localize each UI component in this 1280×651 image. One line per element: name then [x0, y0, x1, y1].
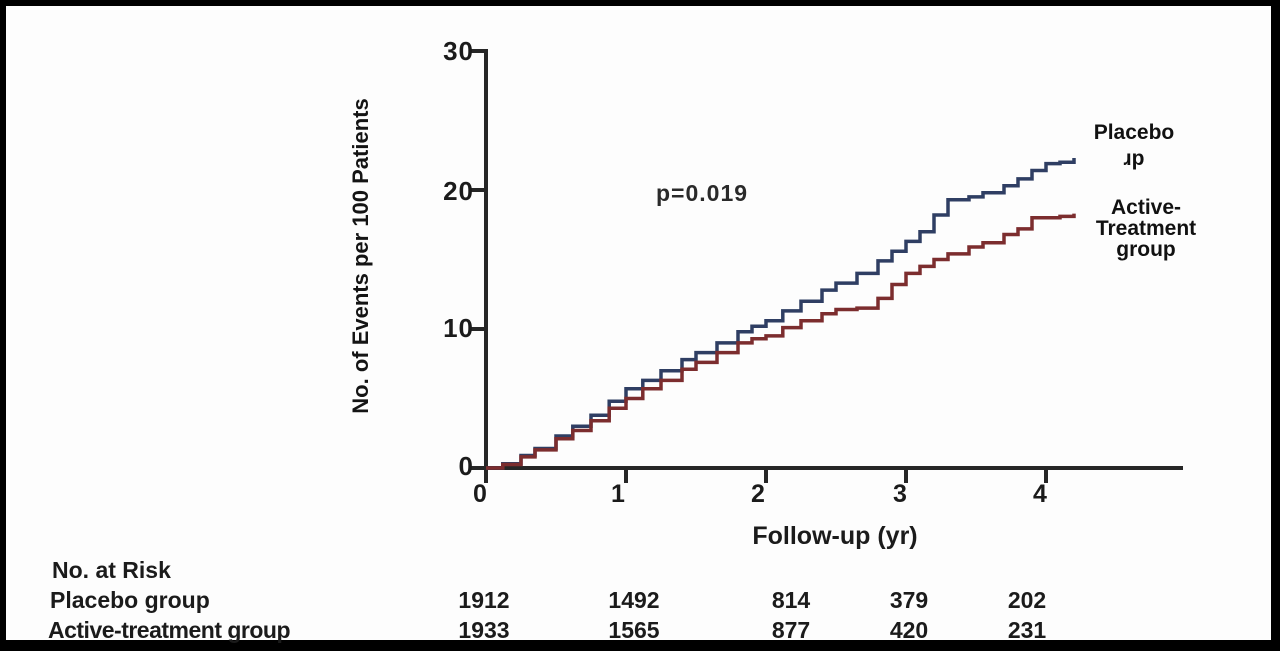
risk-cell: 420: [889, 617, 929, 643]
risk-cell: 379: [889, 587, 929, 613]
risk-table-header: No. at Risk: [52, 557, 171, 583]
y-tick-label-20: 20: [443, 176, 474, 206]
risk-cell: 1565: [608, 617, 660, 643]
placebo-curve: [486, 158, 1076, 470]
legend-active-treatment-group: Active- Treatment group: [1064, 197, 1228, 260]
risk-row-label-active: Active-treatment group: [48, 617, 291, 643]
x-tick-label-1: 1: [611, 480, 625, 508]
legend-placebo-group: Placebo ɹp: [1064, 120, 1204, 172]
risk-cell: 1933: [458, 617, 510, 643]
active-treatment-curve: [486, 213, 1076, 470]
legend-placebo-line2: ɹp: [1123, 147, 1145, 170]
p-value-annotation: p=0.019: [656, 180, 749, 206]
risk-cell: 877: [771, 617, 811, 643]
legend-active-line3: group: [1116, 238, 1176, 261]
risk-cell: 1912: [458, 587, 510, 613]
x-tick-label-3: 3: [893, 480, 907, 508]
y-tick-label-0: 0: [458, 451, 474, 481]
y-axis-title: No. of Events per 100 Patients: [348, 98, 373, 414]
legend-active-line2: Treatment: [1095, 217, 1197, 240]
risk-cell: 231: [1007, 617, 1047, 643]
x-tick-label-4: 4: [1033, 480, 1047, 508]
x-tick-label-2: 2: [751, 480, 765, 508]
legend-active-line1: Active-: [1110, 196, 1182, 219]
risk-cell: 1492: [608, 587, 660, 613]
x-tick-label-0: 0: [473, 480, 487, 508]
km-chart: [471, 49, 1183, 483]
risk-row-label-placebo: Placebo group: [50, 587, 210, 613]
x-axis-title: Follow-up (yr): [752, 522, 918, 550]
figure-canvas: No. of Events per 100 Patients 30 20 10 …: [6, 6, 1271, 643]
risk-cell: 814: [771, 587, 811, 613]
legend-placebo-line1: Placebo: [1093, 121, 1175, 144]
y-tick-label-10: 10: [443, 313, 474, 343]
risk-cell: 202: [1007, 587, 1047, 613]
y-tick-label-30: 30: [443, 36, 474, 66]
